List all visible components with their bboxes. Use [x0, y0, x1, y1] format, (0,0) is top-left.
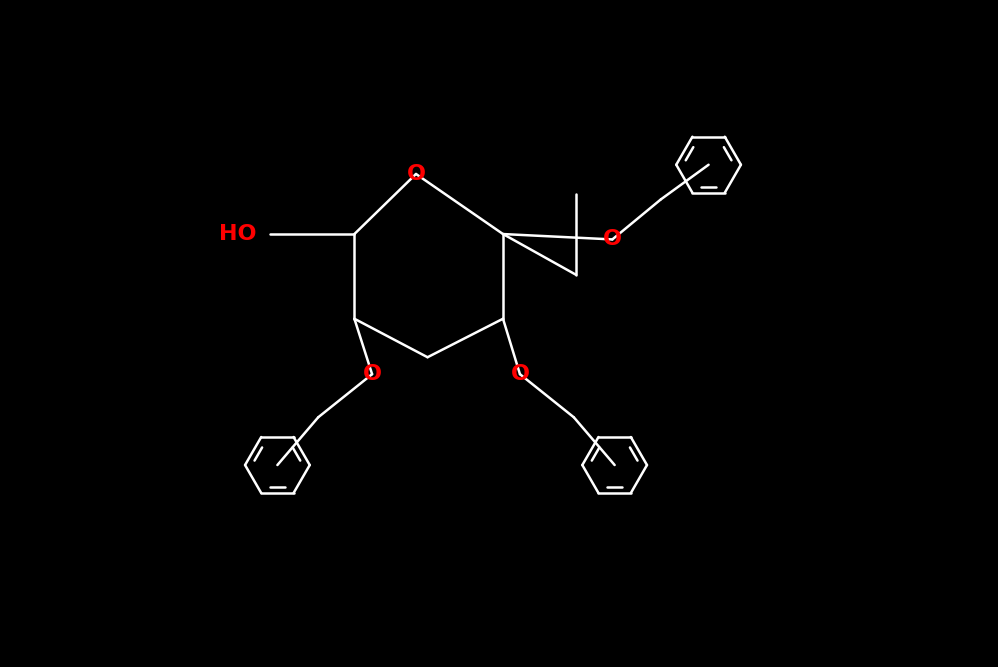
Text: O: O	[406, 164, 425, 184]
Text: HO: HO	[220, 224, 256, 244]
Text: O: O	[510, 364, 530, 384]
Text: O: O	[362, 364, 381, 384]
Text: O: O	[603, 229, 622, 249]
